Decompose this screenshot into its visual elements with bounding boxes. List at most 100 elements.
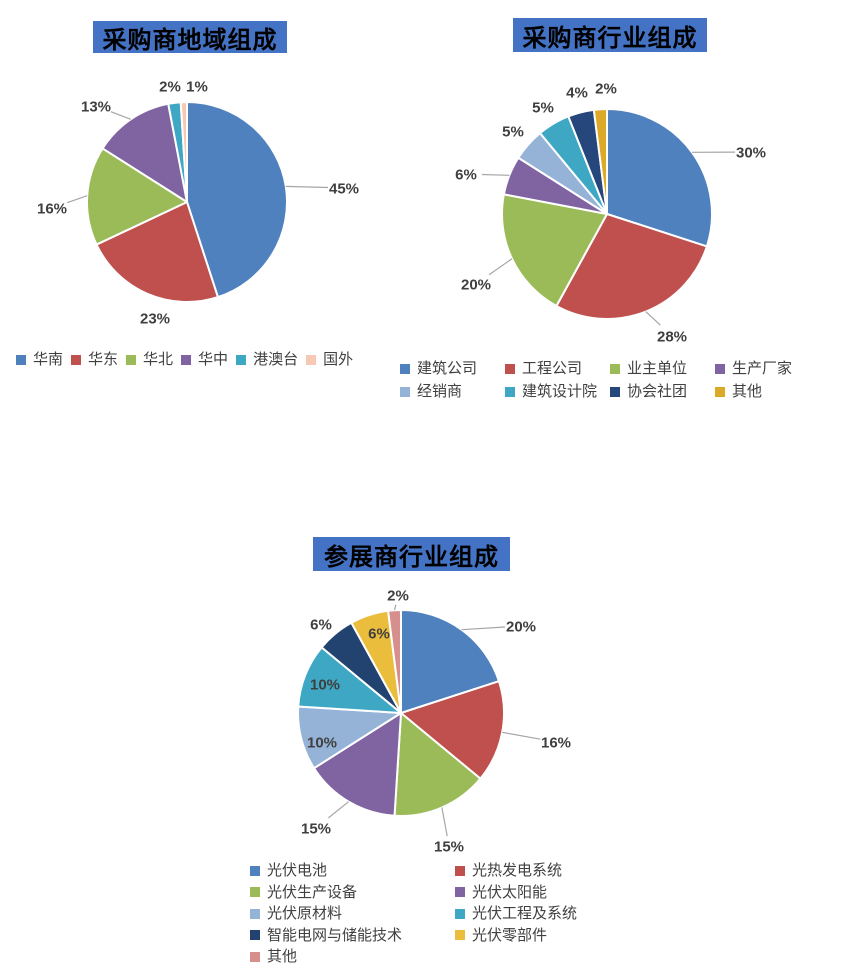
legend-label: 工程公司: [522, 360, 583, 377]
legend-marker-icon: [455, 908, 465, 919]
legend-marker-icon: [455, 865, 465, 876]
pie-data-label-光伏工程及系统: 10%: [310, 676, 340, 693]
pie-data-label-其他: 2%: [595, 80, 617, 97]
legend-marker-icon: [400, 363, 410, 374]
legend-item-光伏太阳能: 光伏太阳能: [455, 885, 577, 900]
pie-data-label-生产厂家: 6%: [455, 166, 477, 183]
legend-item-华中: 华中: [181, 352, 228, 367]
legend-marker-icon: [505, 386, 515, 397]
legend-label: 光伏零部件: [472, 926, 548, 944]
legend-label: 智能电网与储能技术: [267, 926, 403, 944]
legend-label: 经销商: [417, 383, 463, 400]
label-leader-line: [328, 801, 349, 819]
legend-label: 建筑设计院: [522, 383, 598, 400]
legend-label: 生产厂家: [732, 360, 793, 377]
legend-label: 华南: [33, 351, 64, 368]
legend-label: 光伏原材料: [267, 905, 343, 923]
label-leader-line: [461, 626, 506, 631]
legend-item-港澳台: 港澳台: [236, 352, 298, 367]
label-leader-line: [645, 311, 661, 326]
legend-buyer-industry: 建筑公司 工程公司 业主单位 生产厂家经销商 建筑设计院 协会社团 其他: [400, 357, 820, 403]
pie-data-label-华中: 13%: [81, 98, 111, 115]
legend-marker-icon: [250, 887, 260, 898]
pie-slice-光热发电系统: [400, 680, 505, 780]
legend-marker-icon: [126, 354, 137, 365]
label-leader-line: [110, 111, 132, 120]
label-leader-line: [502, 731, 541, 740]
label-leader-line: [66, 195, 88, 204]
pie-slice-其他: [592, 108, 608, 215]
label-leader-line: [481, 173, 510, 176]
legend-item-华东: 华东: [71, 352, 118, 367]
legend-item-其他: 其他: [250, 949, 455, 964]
legend-label: 其他: [732, 383, 763, 400]
legend-marker-icon: [250, 930, 260, 941]
pie-data-label-工程公司: 28%: [657, 328, 687, 345]
pie-slice-国外: [179, 101, 188, 203]
legend-label: 华北: [143, 351, 174, 368]
pie-data-label-国外: 1%: [186, 78, 208, 95]
legend-label: 华中: [198, 351, 229, 368]
legend-item-华北: 华北: [126, 352, 173, 367]
legend-item-生产厂家: 生产厂家: [715, 361, 820, 376]
legend-marker-icon: [16, 354, 26, 365]
legend-marker-icon: [455, 930, 465, 941]
pie-data-label-华东: 23%: [140, 310, 170, 327]
chart-title-buyer-region: 采购商地域组成: [93, 21, 287, 54]
legend-label: 建筑公司: [417, 360, 478, 377]
pie-data-label-其他: 2%: [387, 587, 409, 604]
legend-item-光伏原材料: 光伏原材料: [250, 906, 455, 921]
pie-slice-华南: [186, 101, 289, 299]
label-leader-line: [393, 604, 397, 611]
pie-data-label-建筑公司: 30%: [736, 144, 766, 161]
legend-label: 光伏生产设备: [267, 883, 358, 901]
legend-label: 华东: [88, 351, 119, 368]
label-leader-line: [285, 185, 329, 189]
legend-marker-icon: [306, 354, 317, 365]
legend-marker-icon: [455, 887, 465, 898]
legend-item-光伏生产设备: 光伏生产设备: [250, 885, 455, 900]
legend-item-华南: 华南: [16, 352, 63, 367]
legend-marker-icon: [250, 951, 260, 962]
pie-data-label-光伏太阳能: 15%: [301, 820, 331, 837]
legend-item-其他: 其他: [715, 384, 820, 399]
legend-marker-icon: [181, 354, 192, 365]
pie-data-label-华北: 16%: [37, 200, 67, 217]
legend-marker-icon: [610, 363, 620, 374]
legend-label: 协会社团: [627, 383, 688, 400]
legend-marker-icon: [715, 363, 725, 374]
legend-label: 其他: [267, 948, 298, 964]
legend-buyer-region: 华南 华东 华北 华中 港澳台 国外: [16, 352, 353, 367]
legend-marker-icon: [71, 354, 82, 365]
label-leader-line: [488, 258, 513, 276]
legend-item-国外: 国外: [306, 352, 353, 367]
chart-title-buyer-industry: 采购商行业组成: [513, 18, 707, 52]
pie-data-label-协会社团: 4%: [566, 84, 588, 101]
pie-data-label-业主单位: 20%: [461, 276, 491, 293]
pie-data-label-光伏电池: 20%: [506, 618, 536, 635]
pie-data-label-光伏生产设备: 15%: [434, 838, 464, 855]
legend-item-工程公司: 工程公司: [505, 361, 610, 376]
pie-data-label-华南: 45%: [329, 180, 359, 197]
legend-marker-icon: [505, 363, 515, 374]
pie-data-label-经销商: 5%: [502, 123, 524, 140]
legend-label: 光伏电池: [267, 862, 328, 880]
legend-item-经销商: 经销商: [400, 384, 505, 399]
legend-label: 国外: [323, 351, 354, 368]
legend-exhibitor-industry: 光伏电池 光热发电系统 光伏生产设备 光伏太阳能 光伏原材料 光伏工程及系统 智能电网与储能…: [250, 860, 577, 964]
legend-label: 光伏太阳能: [472, 883, 548, 901]
chart-title-exhibitor-industry: 参展商行业组成: [313, 537, 510, 571]
legend-item-建筑设计院: 建筑设计院: [505, 384, 610, 399]
legend-item-光伏零部件: 光伏零部件: [455, 928, 577, 943]
pie-data-label-光热发电系统: 16%: [541, 734, 571, 751]
legend-item-智能电网与储能技术: 智能电网与储能技术: [250, 928, 455, 943]
legend-item-光伏工程及系统: 光伏工程及系统: [455, 906, 577, 921]
pie-data-label-光伏零部件: 6%: [368, 625, 390, 642]
legend-item-业主单位: 业主单位: [610, 361, 715, 376]
pie-slice-工程公司: [555, 213, 708, 320]
pie-data-label-光伏原材料: 10%: [307, 734, 337, 751]
pie-data-label-建筑设计院: 5%: [532, 99, 554, 116]
pie-slice-华东: [95, 201, 219, 303]
